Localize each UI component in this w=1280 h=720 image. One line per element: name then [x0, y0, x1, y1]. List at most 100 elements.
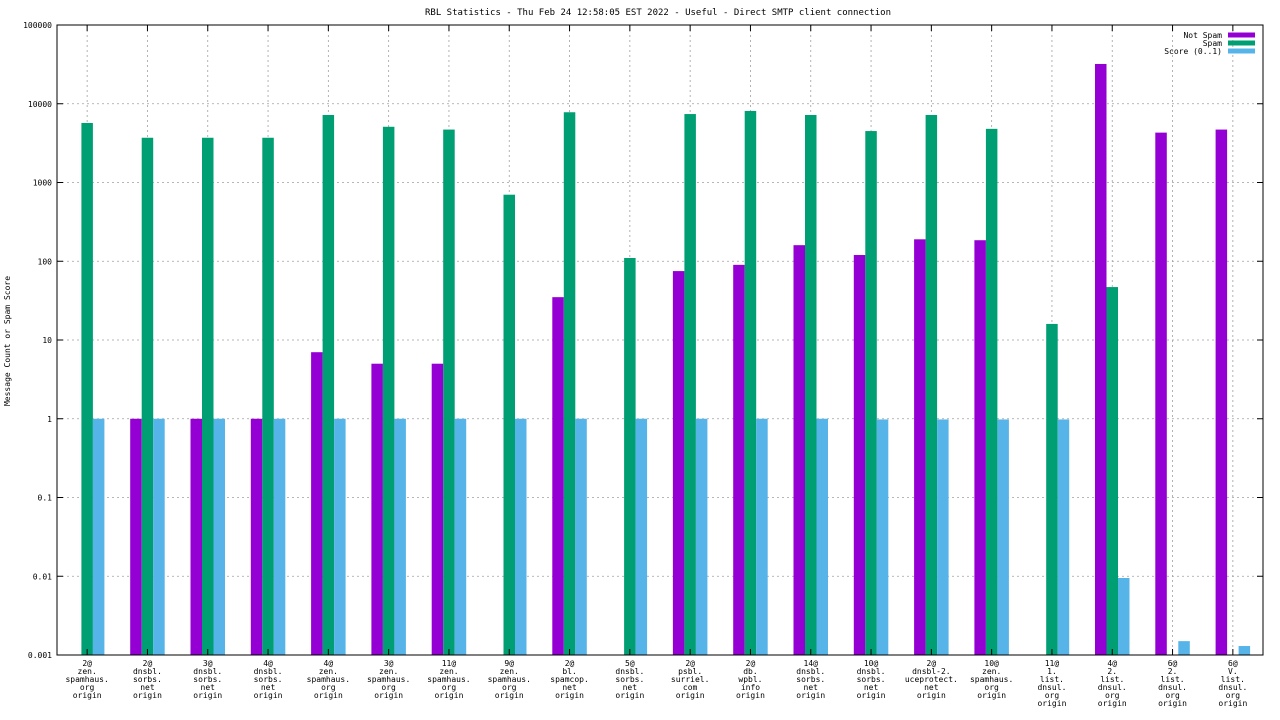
- x-tick-label: 4@ dnsbl. sorbs. net origin: [254, 659, 283, 700]
- x-tick-label-line: 2@: [746, 659, 756, 668]
- x-tick-label-line: 9@: [504, 659, 514, 668]
- x-tick-label-line: 6@: [1228, 659, 1238, 668]
- x-tick-label-line: 2@: [143, 659, 153, 668]
- x-tick-label-line: dnsbl.: [254, 667, 283, 676]
- x-tick-label-line: origin: [857, 691, 886, 700]
- legend-swatch: [1228, 32, 1255, 38]
- x-tick-label-line: 2@: [685, 659, 695, 668]
- bar: [733, 264, 745, 655]
- x-tick-label-line: origin: [676, 691, 705, 700]
- x-tick-label-line: 10@: [984, 659, 999, 668]
- bar: [1118, 578, 1130, 655]
- x-tick-label-line: 2@: [927, 659, 937, 668]
- x-tick-label-line: origin: [374, 691, 403, 700]
- x-tick-label-line: net: [804, 683, 819, 692]
- y-tick-label: 100000: [23, 21, 52, 30]
- x-tick-label: 2@ db. wpbl. info origin: [736, 659, 765, 700]
- bar: [141, 137, 154, 655]
- y-tick-label: 1: [47, 415, 52, 424]
- x-tick-label-line: net: [201, 683, 216, 692]
- x-tick-label-line: org: [381, 683, 396, 692]
- x-tick-label: 2@ zen. spamhaus. org origin: [65, 659, 108, 700]
- x-tick-label-line: uceprotect.: [905, 675, 958, 684]
- y-tick-label: 10000: [28, 100, 52, 109]
- x-tick-label-line: 2@: [82, 659, 92, 668]
- bar: [672, 271, 685, 655]
- x-tick-label-line: 3@: [203, 659, 213, 668]
- x-tick-label-line: zen.: [439, 667, 458, 676]
- x-tick-label-line: net: [864, 683, 879, 692]
- x-tick-label-line: origin: [1218, 699, 1247, 708]
- bar: [684, 114, 696, 656]
- x-tick-label-line: dnsbl.: [857, 667, 886, 676]
- x-tick-label-line: origin: [615, 691, 644, 700]
- x-tick-label: 6@ 2. list. dnsul. org origin: [1158, 659, 1187, 708]
- bar: [1057, 419, 1070, 655]
- x-tick-label-line: sorbs.: [254, 675, 283, 684]
- bar: [695, 418, 708, 655]
- legend-swatch: [1228, 40, 1255, 46]
- x-tick-label-line: bl.: [562, 667, 576, 676]
- bar: [552, 297, 564, 655]
- y-tick-label: 0.001: [28, 651, 52, 660]
- x-tick-label-line: V.: [1228, 667, 1238, 676]
- x-tick-label: 14@ dnsbl. sorbs. net origin: [796, 659, 825, 700]
- x-tick-label-line: org: [1105, 691, 1120, 700]
- x-tick-label-line: spamcop.: [550, 675, 589, 684]
- x-tick-label-line: 11@: [1045, 659, 1060, 668]
- x-tick-label-line: psbl.: [678, 667, 702, 676]
- x-tick-label-line: org: [1226, 691, 1241, 700]
- bar: [334, 418, 346, 655]
- x-tick-label-line: sorbs.: [857, 675, 886, 684]
- x-tick-label-line: origin: [917, 691, 946, 700]
- bar: [81, 122, 93, 655]
- x-tick-label-line: info: [741, 683, 760, 692]
- y-tick-label: 1000: [33, 179, 52, 188]
- bar: [213, 418, 225, 655]
- x-tick-label-line: 4@: [1107, 659, 1117, 668]
- x-tick-label-line: list.: [1221, 675, 1245, 684]
- bar: [816, 418, 828, 655]
- x-tick-label-line: origin: [796, 691, 825, 700]
- bar: [1238, 646, 1251, 655]
- bar: [805, 114, 817, 656]
- x-tick-label-line: spamhaus.: [427, 675, 470, 684]
- y-tick-label: 10: [42, 336, 52, 345]
- x-tick-label: 2@ bl. spamcop. net origin: [550, 659, 589, 700]
- x-tick-label-line: 5@: [625, 659, 635, 668]
- bar: [997, 419, 1009, 655]
- legend-swatch: [1228, 48, 1255, 54]
- bar: [575, 418, 587, 655]
- x-tick-label: 2@ dnsbl-2. uceprotect. net origin: [905, 659, 958, 700]
- x-tick-label-line: 2@: [565, 659, 575, 668]
- x-tick-label: 3@ zen. spamhaus. org origin: [367, 659, 410, 700]
- x-tick-label-line: sorbs.: [615, 675, 644, 684]
- x-tick-label-line: net: [140, 683, 155, 692]
- bar: [273, 418, 286, 655]
- bar: [1215, 129, 1228, 656]
- x-tick-label-line: spamhaus.: [367, 675, 410, 684]
- bar: [985, 128, 998, 656]
- x-tick-label-line: dnsul.: [1098, 683, 1127, 692]
- bar: [853, 255, 866, 656]
- bar: [937, 419, 949, 655]
- bar: [190, 418, 202, 655]
- x-tick-label-line: zen.: [379, 667, 398, 676]
- bar: [153, 418, 165, 655]
- x-tick-label: 6@ V. list. dnsul. org origin: [1218, 659, 1247, 708]
- legend-label: Spam: [1203, 39, 1222, 48]
- x-tick-label: 10@ dnsbl. sorbs. net origin: [857, 659, 886, 700]
- bar: [394, 418, 406, 655]
- x-tick-label-line: origin: [495, 691, 524, 700]
- x-tick-label-line: origin: [1098, 699, 1127, 708]
- x-tick-label-line: net: [261, 683, 276, 692]
- x-tick-label-line: 2.: [1168, 667, 1178, 676]
- x-tick-label-line: list.: [1161, 675, 1185, 684]
- x-tick-label-line: 10@: [864, 659, 879, 668]
- bar: [974, 240, 986, 656]
- x-tick-label-line: dnsbl-2.: [912, 667, 951, 676]
- x-tick-label: 5@ dnsbl. sorbs. net origin: [615, 659, 644, 700]
